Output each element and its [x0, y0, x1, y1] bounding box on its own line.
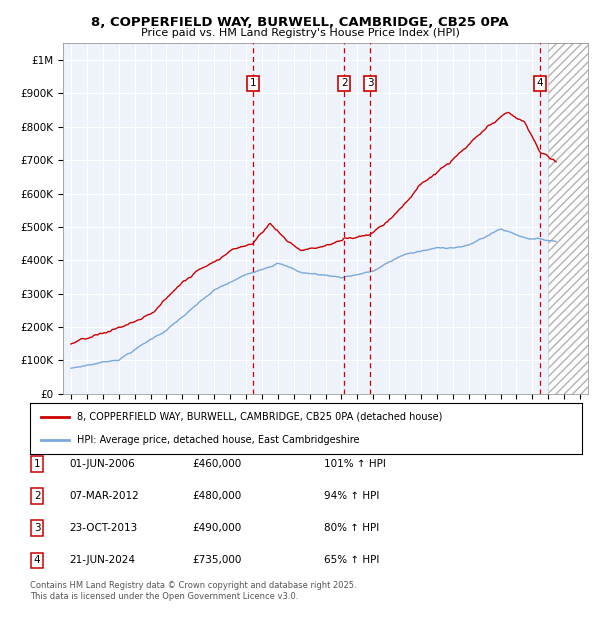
- Text: This data is licensed under the Open Government Licence v3.0.: This data is licensed under the Open Gov…: [30, 592, 298, 601]
- Text: 1: 1: [34, 459, 41, 469]
- Text: 101% ↑ HPI: 101% ↑ HPI: [324, 459, 386, 469]
- Bar: [548, 43, 588, 394]
- Text: 2: 2: [341, 79, 347, 89]
- Text: 8, COPPERFIELD WAY, BURWELL, CAMBRIDGE, CB25 0PA: 8, COPPERFIELD WAY, BURWELL, CAMBRIDGE, …: [91, 16, 509, 29]
- Text: 4: 4: [536, 79, 543, 89]
- Text: 94% ↑ HPI: 94% ↑ HPI: [324, 491, 379, 501]
- Text: Price paid vs. HM Land Registry's House Price Index (HPI): Price paid vs. HM Land Registry's House …: [140, 28, 460, 38]
- Text: £460,000: £460,000: [192, 459, 241, 469]
- Text: £735,000: £735,000: [192, 556, 241, 565]
- Text: Contains HM Land Registry data © Crown copyright and database right 2025.: Contains HM Land Registry data © Crown c…: [30, 581, 356, 590]
- Text: 01-JUN-2006: 01-JUN-2006: [69, 459, 135, 469]
- Text: 1: 1: [250, 79, 256, 89]
- Text: 2: 2: [34, 491, 41, 501]
- Text: £480,000: £480,000: [192, 491, 241, 501]
- Text: 21-JUN-2024: 21-JUN-2024: [69, 556, 135, 565]
- Text: 65% ↑ HPI: 65% ↑ HPI: [324, 556, 379, 565]
- Text: 23-OCT-2013: 23-OCT-2013: [69, 523, 137, 533]
- Text: 3: 3: [34, 523, 41, 533]
- Text: £490,000: £490,000: [192, 523, 241, 533]
- Text: 8, COPPERFIELD WAY, BURWELL, CAMBRIDGE, CB25 0PA (detached house): 8, COPPERFIELD WAY, BURWELL, CAMBRIDGE, …: [77, 412, 442, 422]
- Text: 80% ↑ HPI: 80% ↑ HPI: [324, 523, 379, 533]
- Text: 07-MAR-2012: 07-MAR-2012: [69, 491, 139, 501]
- Bar: [548, 43, 588, 394]
- Text: 3: 3: [367, 79, 374, 89]
- Text: HPI: Average price, detached house, East Cambridgeshire: HPI: Average price, detached house, East…: [77, 435, 359, 445]
- Text: 4: 4: [34, 556, 41, 565]
